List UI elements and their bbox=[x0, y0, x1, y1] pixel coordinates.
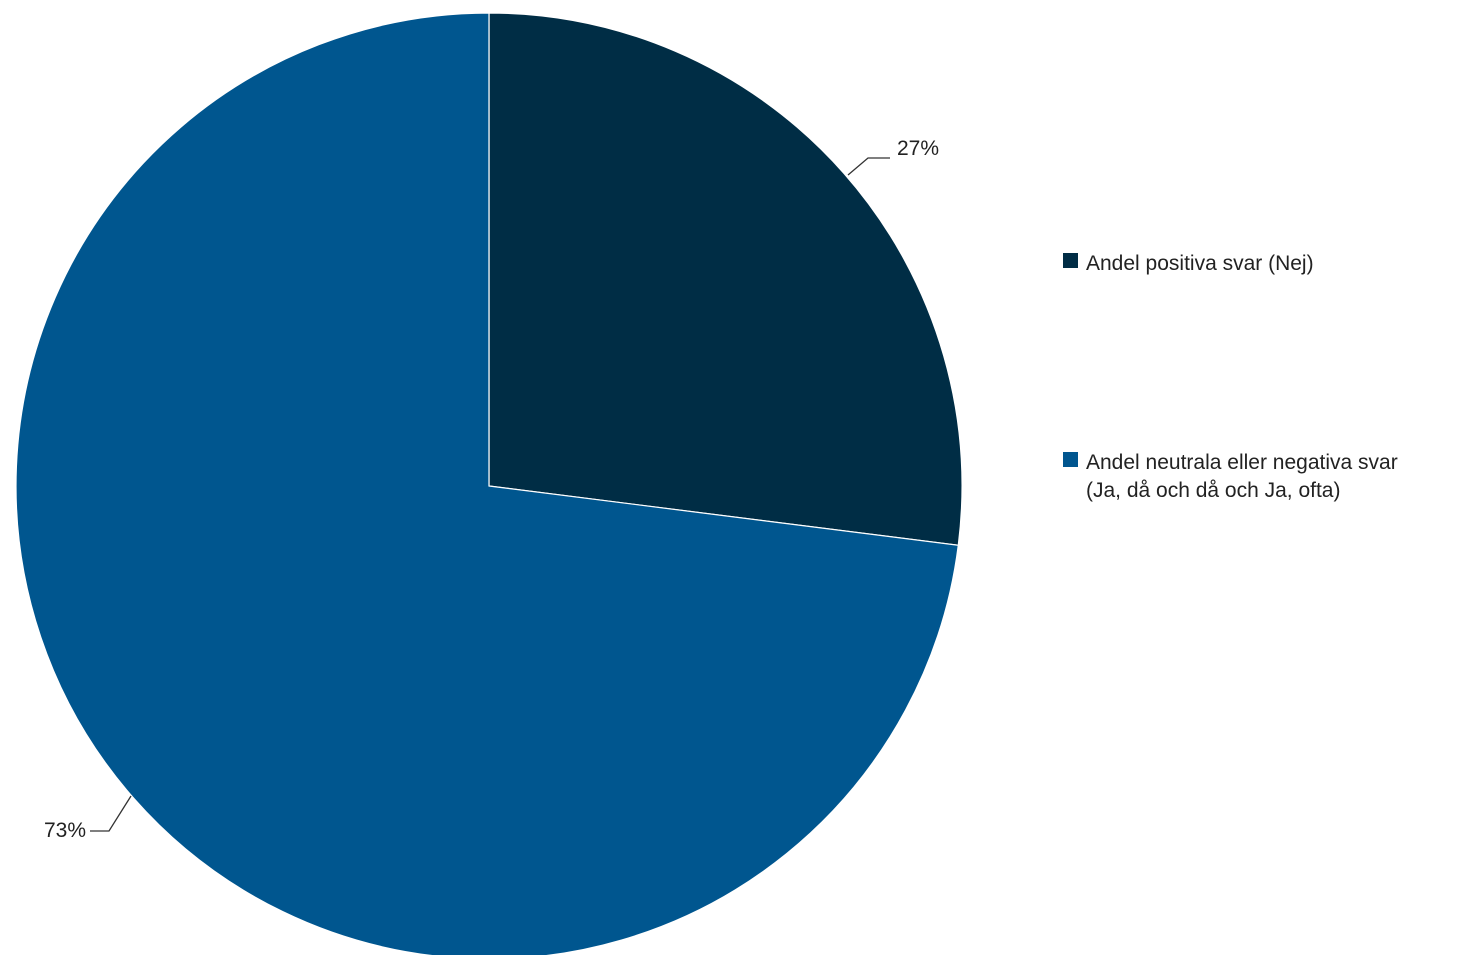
legend-label-line: Andel positiva svar (Nej) bbox=[1086, 252, 1314, 275]
legend: Andel positiva svar (Nej) Andel neutrala … bbox=[1063, 252, 1398, 502]
leader-line-1 bbox=[847, 157, 890, 176]
legend-label-1: Andel positiva svar (Nej) bbox=[1086, 252, 1314, 275]
legend-swatch-2 bbox=[1063, 452, 1078, 467]
data-labels: 27% 73% bbox=[44, 137, 939, 842]
legend-swatch-1 bbox=[1063, 253, 1078, 268]
legend-item-1: Andel positiva svar (Nej) bbox=[1063, 252, 1314, 275]
data-label-2: 73% bbox=[44, 819, 86, 842]
pie-slice-2 bbox=[15, 12, 959, 960]
pie-slices bbox=[15, 12, 963, 960]
legend-label-2: Andel neutrala eller negativa svar (Ja, d… bbox=[1086, 451, 1398, 502]
leader-line-2 bbox=[90, 795, 132, 832]
legend-item-2: Andel neutrala eller negativa svar (Ja, d… bbox=[1063, 451, 1398, 502]
legend-label-line: Andel neutrala eller negativa svar bbox=[1086, 451, 1398, 474]
pie-slice-1 bbox=[488, 12, 963, 546]
data-label-1: 27% bbox=[897, 137, 939, 160]
legend-label-line: (Ja, då och då och Ja, ofta) bbox=[1086, 479, 1340, 502]
